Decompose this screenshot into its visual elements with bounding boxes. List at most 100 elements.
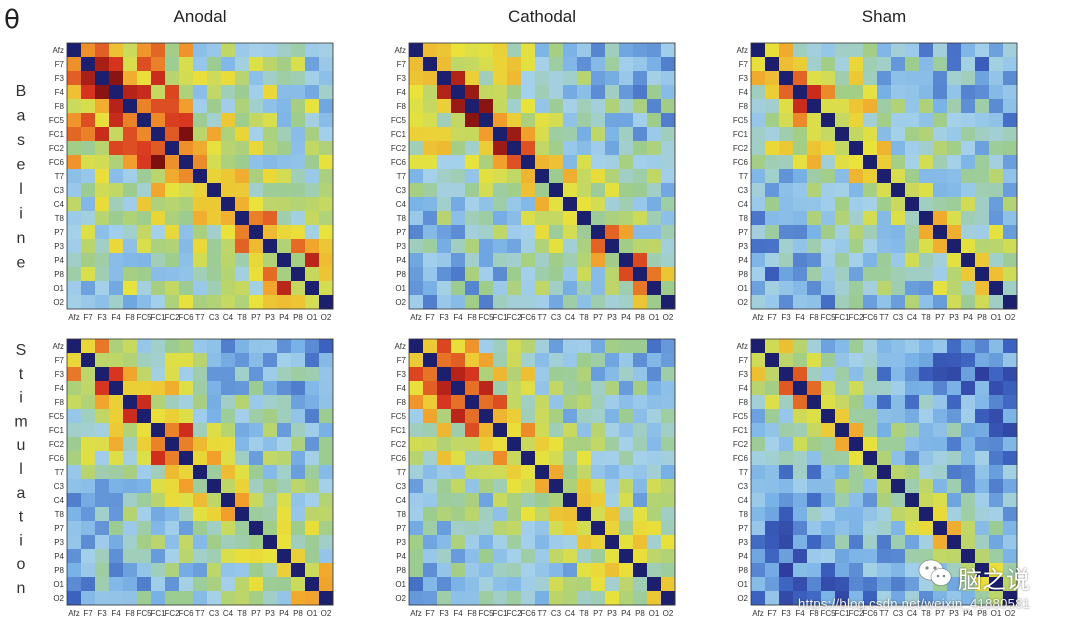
heatmap-cell xyxy=(193,423,208,438)
heatmap-cell xyxy=(891,563,906,578)
heatmap-cell xyxy=(423,43,438,58)
heatmap-cell xyxy=(989,521,1004,536)
heatmap-cell xyxy=(81,71,96,86)
heatmap-cell xyxy=(319,493,334,508)
heatmap-cell xyxy=(423,423,438,438)
heatmap-cell xyxy=(249,281,264,296)
heatmap-cell-diagonal xyxy=(751,339,766,354)
heatmap-cell xyxy=(591,197,606,212)
heatmap-cell xyxy=(319,211,334,226)
heatmap-cell xyxy=(1003,253,1018,268)
heatmap-cell xyxy=(961,169,976,184)
heatmap-cell xyxy=(905,113,920,128)
heatmap-cell xyxy=(179,225,194,240)
heatmap-cell xyxy=(263,507,278,522)
heatmap-cell xyxy=(835,169,850,184)
heatmap-cell xyxy=(95,437,110,452)
heatmap-cell xyxy=(277,197,292,212)
heatmap-cell xyxy=(765,43,780,58)
heatmap-cell xyxy=(249,493,264,508)
heatmap-cell xyxy=(661,409,676,424)
heatmap-cell xyxy=(821,99,836,114)
heatmap-cell xyxy=(235,493,250,508)
heatmap-cell xyxy=(793,113,808,128)
heatmap-cell-diagonal xyxy=(661,591,676,606)
heatmap-cell xyxy=(647,549,662,564)
heatmap-cell xyxy=(1003,239,1018,254)
heatmap-cell xyxy=(137,423,152,438)
heatmap-cell xyxy=(619,155,634,170)
heatmap-cell xyxy=(291,549,306,564)
heatmap-cell xyxy=(779,253,794,268)
heatmap-cell xyxy=(751,71,766,86)
x-tick-label: C4 xyxy=(565,609,576,618)
heatmap-cell xyxy=(305,71,320,86)
heatmap-cell-diagonal xyxy=(619,549,634,564)
heatmap-cell xyxy=(235,113,250,128)
heatmap-cell xyxy=(863,211,878,226)
heatmap-cell xyxy=(961,521,976,536)
heatmap-cell xyxy=(563,381,578,396)
heatmap-cell-diagonal xyxy=(277,253,292,268)
heatmap-cell xyxy=(221,591,236,606)
heatmap-cell xyxy=(563,563,578,578)
heatmap-cell xyxy=(81,141,96,156)
heatmap-cell xyxy=(263,141,278,156)
y-tick-label: P7 xyxy=(54,524,64,533)
heatmap-cell xyxy=(605,353,620,368)
heatmap-cell xyxy=(751,85,766,100)
heatmap-cell xyxy=(67,451,82,466)
heatmap-cell xyxy=(67,253,82,268)
heatmap-cell-diagonal xyxy=(821,113,836,128)
heatmap-cell xyxy=(1003,127,1018,142)
heatmap-cell xyxy=(521,563,536,578)
heatmap-cell xyxy=(207,127,222,142)
heatmap-cell xyxy=(451,71,466,86)
heatmap-cell xyxy=(549,85,564,100)
heatmap-cell xyxy=(193,197,208,212)
heatmap-cell-diagonal xyxy=(807,395,822,410)
heatmap-cell xyxy=(235,99,250,114)
heatmap-cell xyxy=(919,57,934,72)
heatmap-cell xyxy=(81,85,96,100)
heatmap-cell xyxy=(591,493,606,508)
heatmap-cell xyxy=(933,113,948,128)
heatmap-cell xyxy=(535,549,550,564)
heatmap-cell xyxy=(633,71,648,86)
heatmap-cell xyxy=(1003,535,1018,550)
heatmap-cell xyxy=(961,367,976,382)
x-tick-label: T8 xyxy=(237,313,247,322)
x-tick-label: F7 xyxy=(767,313,777,322)
heatmap-cell xyxy=(549,141,564,156)
heatmap-cell xyxy=(423,367,438,382)
heatmap-cell xyxy=(277,395,292,410)
heatmap-cell xyxy=(81,339,96,354)
heatmap-cell xyxy=(319,535,334,550)
heatmap-cell xyxy=(319,99,334,114)
heatmap-cell xyxy=(235,367,250,382)
heatmap-cell xyxy=(919,577,934,592)
heatmap-cell-diagonal xyxy=(633,267,648,282)
heatmap-cell xyxy=(849,183,864,198)
heatmap-cell xyxy=(989,437,1004,452)
heatmap-cell xyxy=(409,71,424,86)
heatmap-cell xyxy=(207,267,222,282)
heatmap-cell xyxy=(165,43,180,58)
heatmap-cell-diagonal xyxy=(137,113,152,128)
heatmap-cell-diagonal xyxy=(123,99,138,114)
heatmap-cell xyxy=(577,57,592,72)
heatmap-cell xyxy=(549,99,564,114)
heatmap-cell xyxy=(779,535,794,550)
heatmap-cell xyxy=(793,367,808,382)
heatmap-cell xyxy=(109,127,124,142)
heatmap-cell xyxy=(507,339,522,354)
heatmap-cell xyxy=(151,577,166,592)
x-tick-label: O1 xyxy=(649,609,660,618)
y-tick-label: C4 xyxy=(54,200,65,209)
x-tick-label: FC1 xyxy=(150,609,166,618)
heatmap-cell xyxy=(81,409,96,424)
y-tick-label: F4 xyxy=(397,88,407,97)
heatmap-cell xyxy=(67,267,82,282)
heatmap-cell xyxy=(919,239,934,254)
heatmap-cell xyxy=(277,535,292,550)
